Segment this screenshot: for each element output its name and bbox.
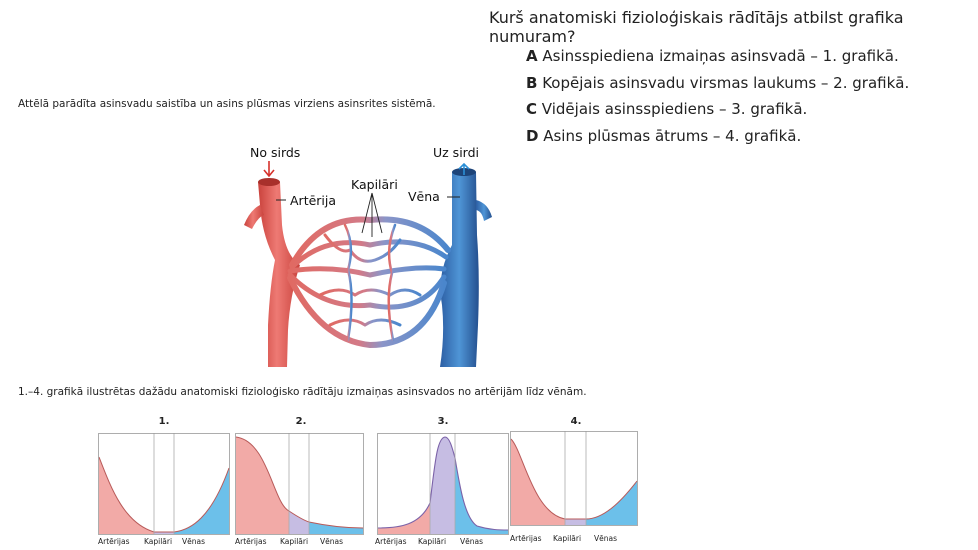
vein-shape xyxy=(440,172,479,367)
label-capillaries: Kapilāri xyxy=(351,177,398,192)
chart-number: 2. xyxy=(295,416,307,427)
answer-list: A Asinsspiediena izmaiņas asinsvadā – 1.… xyxy=(526,43,909,149)
label-artery: Artērija xyxy=(290,193,337,208)
chart-1-plot xyxy=(98,433,230,535)
chart-number: 4. xyxy=(570,416,582,427)
x-label-capillaries: Kapilāri xyxy=(280,537,309,546)
answer-letter: C xyxy=(526,100,538,118)
capillary-leader xyxy=(361,192,383,237)
artery-shape xyxy=(258,182,300,367)
chart-3: 3. Artērijas Kapilāri Vēnas xyxy=(375,416,511,546)
answer-text: Asins plūsmas ātrums – 4. grafikā. xyxy=(543,126,802,145)
from-heart-arrow xyxy=(263,161,275,178)
label-vein: Vēna xyxy=(408,189,440,204)
to-heart-arrow xyxy=(458,162,470,175)
plot-frame xyxy=(377,433,509,535)
vein-area xyxy=(174,468,229,534)
x-label-capillaries: Kapilāri xyxy=(144,537,173,546)
capillary-area xyxy=(289,511,309,534)
question-text: Kurš anatomiski fizioloģiskais rādītājs … xyxy=(489,8,904,46)
plot-frame xyxy=(235,433,364,535)
answer-text: Kopējais asinsvadu virsmas laukums – 2. … xyxy=(542,73,910,92)
x-label-capillaries: Kapilāri xyxy=(553,534,582,543)
capillary-area xyxy=(565,519,586,525)
intro-text: Attēlā parādīta asinsvadu saistība un as… xyxy=(18,98,436,110)
artery-area xyxy=(378,503,430,534)
artery-area xyxy=(511,439,565,525)
answer-letter: D xyxy=(526,126,539,145)
capillary-area xyxy=(430,437,455,534)
answer-letter: A xyxy=(526,47,538,65)
artery-branch-shape xyxy=(244,205,264,229)
answer-a[interactable]: A Asinsspiediena izmaiņas asinsvadā – 1.… xyxy=(526,43,909,70)
answer-text: Vidējais asinsspiediens – 3. grafikā. xyxy=(541,100,808,118)
label-to-heart: Uz sirdi xyxy=(433,145,479,160)
chart-3-plot xyxy=(377,433,509,535)
artery-area xyxy=(99,457,154,534)
answer-c[interactable]: C Vidējais asinsspiediens – 3. grafikā. xyxy=(526,96,909,123)
vein-branch-shape xyxy=(476,200,492,221)
chart-2: 2. Artērijas Kapilāri Vēnas xyxy=(233,416,369,546)
x-label-veins: Vēnas xyxy=(594,534,618,543)
answer-b[interactable]: B Kopējais asinsvadu virsmas laukums – 2… xyxy=(526,70,909,97)
x-label-capillaries: Kapilāri xyxy=(418,537,447,546)
capillary-bed xyxy=(287,216,451,349)
x-label-veins: Vēnas xyxy=(182,537,206,546)
x-label-arteries: Artērijas xyxy=(375,537,407,546)
chart-number: 1. xyxy=(158,416,170,427)
blood-vessel-diagram: No sirds Uz sirdi Artērija Kapilāri Vēna xyxy=(230,145,510,375)
x-label-veins: Vēnas xyxy=(460,537,484,546)
x-label-veins: Vēnas xyxy=(320,537,344,546)
artery-area xyxy=(236,437,289,534)
x-label-arteries: Artērijas xyxy=(510,534,542,543)
charts-caption: 1.–4. grafikā ilustrētas dažādu anatomis… xyxy=(18,386,587,398)
vein-area xyxy=(586,481,637,525)
chart-2-plot xyxy=(235,433,364,535)
answer-text: Asinsspiediena izmaiņas asinsvadā – 1. g… xyxy=(542,47,899,65)
curve-line xyxy=(377,436,509,531)
curve-line xyxy=(235,436,364,529)
vein-area xyxy=(455,458,508,534)
chart-1: 1. Artērijas Kapilāri Vēnas xyxy=(96,416,232,546)
chart-4-plot xyxy=(510,431,638,526)
artery-opening xyxy=(258,178,280,186)
x-label-arteries: Artērijas xyxy=(235,537,267,546)
chart-number: 3. xyxy=(437,416,449,427)
x-label-arteries: Artērijas xyxy=(98,537,130,546)
chart-4: 4. Artērijas Kapilāri Vēnas xyxy=(508,416,644,543)
answer-d[interactable]: D Asins plūsmas ātrums – 4. grafikā. xyxy=(526,123,909,150)
label-from-heart: No sirds xyxy=(250,145,301,160)
plot-frame xyxy=(510,431,638,526)
answer-letter: B xyxy=(526,73,538,92)
vessel-illustration xyxy=(244,161,492,367)
plot-frame xyxy=(98,433,230,535)
